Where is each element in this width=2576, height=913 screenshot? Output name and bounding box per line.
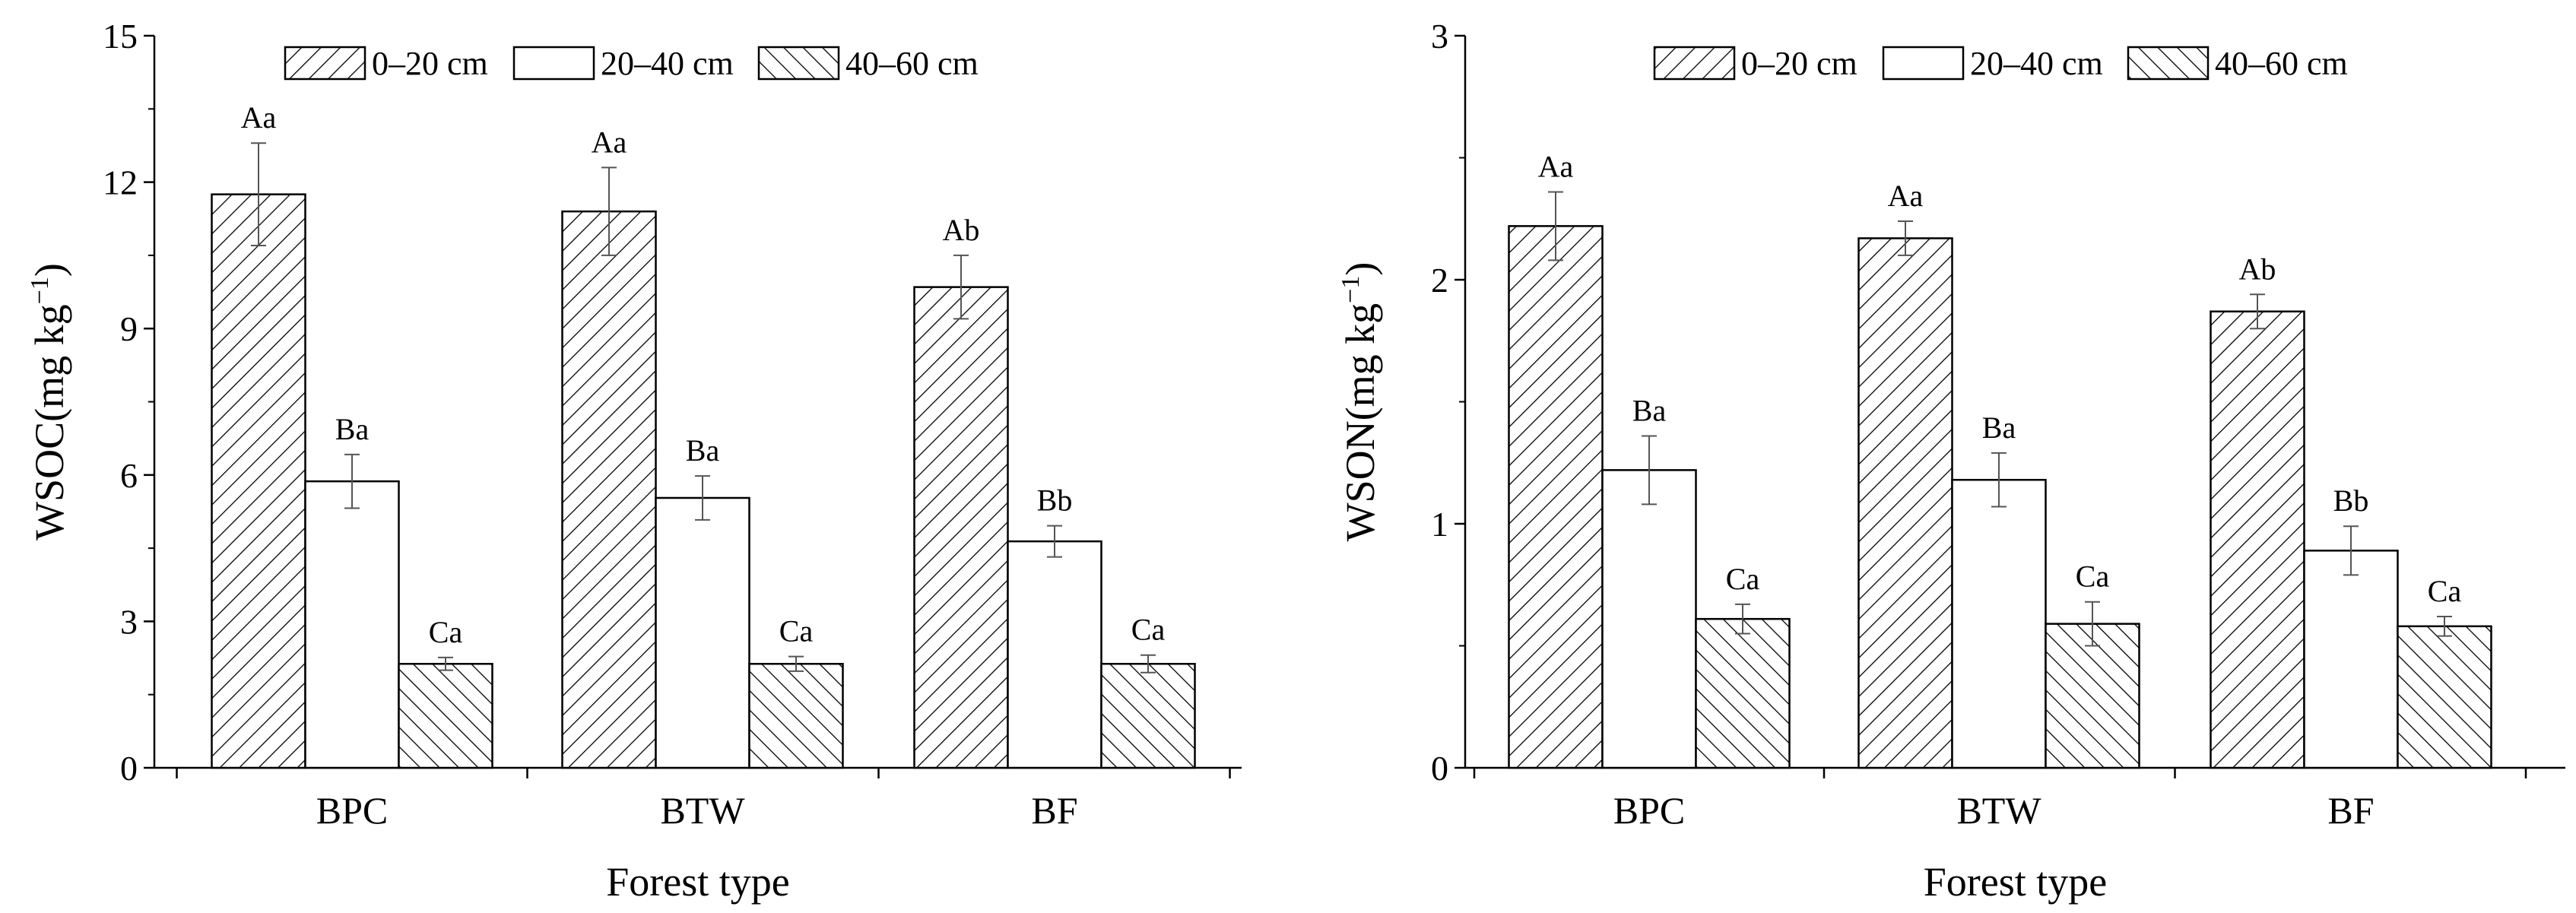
- significance-label: Ca: [2428, 574, 2462, 608]
- x-tick-label: BTW: [660, 789, 745, 832]
- bar: [1508, 225, 1604, 769]
- significance-label: Ba: [1632, 393, 1667, 427]
- bar: [1857, 237, 1953, 769]
- legend-label: 40–60 cm: [2215, 45, 2348, 82]
- bar: [2045, 623, 2140, 769]
- legend-swatch: [284, 46, 366, 81]
- y-tick-label: 6: [120, 456, 138, 495]
- x-tick-label: BF: [1031, 789, 1077, 832]
- y-tick-label: 3: [1431, 17, 1448, 55]
- significance-label: Bb: [1037, 483, 1073, 518]
- legend-label: 20–40 cm: [601, 45, 734, 82]
- significance-label: Aa: [592, 125, 627, 159]
- significance-label: Aa: [1538, 149, 1574, 183]
- legend-label: 0–20 cm: [1741, 45, 1857, 82]
- significance-label: Ab: [943, 213, 980, 247]
- x-tick-label: BPC: [316, 789, 389, 832]
- x-axis-title: Forest type: [606, 859, 789, 905]
- x-tick-label: BTW: [1956, 789, 2041, 832]
- bar: [2210, 310, 2305, 769]
- bar: [304, 480, 400, 769]
- bar: [2303, 550, 2399, 769]
- significance-label: Bb: [2333, 483, 2369, 518]
- y-tick-label: 1: [1431, 505, 1448, 544]
- bar: [913, 286, 1009, 769]
- significance-label: Aa: [241, 100, 277, 135]
- legend-label: 20–40 cm: [1970, 45, 2103, 82]
- bar: [2397, 625, 2492, 769]
- y-tick-label: 3: [120, 602, 138, 641]
- legend-swatch: [1882, 46, 1965, 81]
- significance-label: Ca: [1726, 562, 1760, 596]
- y-tick-label: 0: [1431, 749, 1448, 788]
- significance-label: Ba: [1982, 411, 2016, 445]
- wson-chart-panel: 0 1 2 3 BPC BTW BF Aa Aa Ab Ba Ba Bb Ca Ca Ca 0–20 cm 20–…: [1337, 17, 2565, 905]
- bar: [1601, 469, 1697, 769]
- bar: [748, 663, 844, 769]
- bar: [1695, 617, 1791, 769]
- y-axis-title: WSON(mg kg−1): [1337, 262, 1383, 542]
- bar: [398, 663, 493, 769]
- y-tick-label: 0: [120, 749, 138, 788]
- bar: [1007, 540, 1102, 769]
- bar: [1951, 478, 2047, 769]
- significance-label: Ca: [2076, 560, 2110, 594]
- wsoc-chart-panel: 0 3 6 9 12 15 BPC BTW BF Aa Aa Ab Ba Ba Bb Ca Ca Ca 0–20 c…: [26, 17, 1242, 905]
- bar: [1100, 663, 1196, 769]
- legend-swatch: [512, 46, 595, 81]
- legend-label: 0–20 cm: [372, 45, 488, 82]
- legend-swatch: [2127, 46, 2210, 81]
- significance-label: Ab: [2239, 252, 2276, 286]
- y-tick-label: 12: [103, 163, 138, 202]
- bar: [561, 210, 657, 769]
- significance-label: Ca: [779, 614, 814, 648]
- bar: [211, 193, 306, 769]
- x-axis-title: Forest type: [1924, 859, 2107, 905]
- significance-label: Ca: [429, 615, 463, 649]
- legend-swatch: [1653, 46, 1736, 81]
- significance-label: Aa: [1888, 179, 1924, 213]
- bar: [655, 496, 750, 769]
- significance-label: Ca: [1131, 613, 1166, 647]
- y-tick-label: 15: [103, 17, 138, 55]
- significance-label: Ba: [686, 433, 720, 468]
- legend-label: 40–60 cm: [845, 45, 979, 82]
- x-tick-label: BF: [2327, 789, 2374, 832]
- y-axis-title: WSOC(mg kg−1): [26, 263, 72, 541]
- significance-label: Ba: [335, 412, 370, 446]
- legend-swatch: [757, 46, 840, 81]
- y-tick-label: 9: [120, 309, 138, 348]
- x-tick-label: BPC: [1613, 789, 1686, 832]
- y-tick-label: 2: [1431, 261, 1448, 300]
